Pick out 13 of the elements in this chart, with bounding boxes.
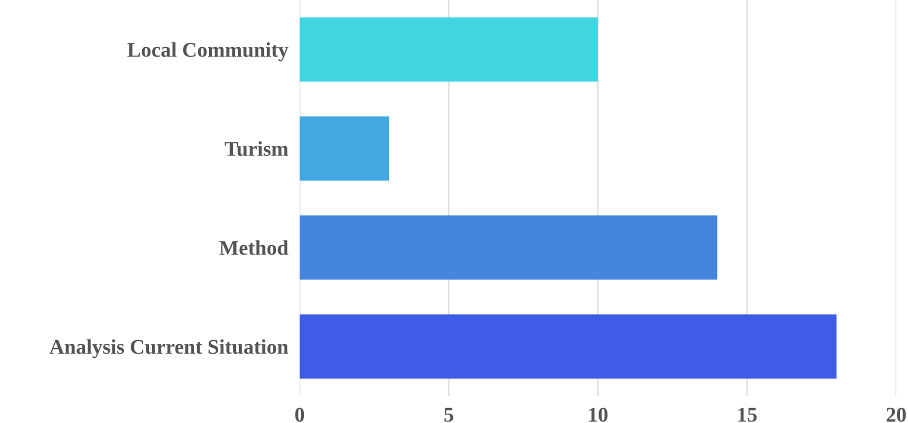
y-tick-label: Turism (224, 141, 288, 156)
x-tick-label: 10 (589, 408, 608, 422)
bar (300, 215, 718, 280)
bar (300, 116, 390, 181)
bar (300, 17, 598, 82)
y-tick-label: Method (219, 240, 288, 255)
x-tick-label: 5 (444, 408, 454, 422)
x-tick-label: 20 (886, 408, 906, 422)
x-tick-label: 15 (738, 408, 757, 422)
x-tick-label: 0 (295, 408, 304, 422)
y-tick-label: Local Community (127, 42, 288, 62)
bar (300, 314, 837, 379)
y-tick-label: Analysis Current Situation (49, 339, 288, 358)
